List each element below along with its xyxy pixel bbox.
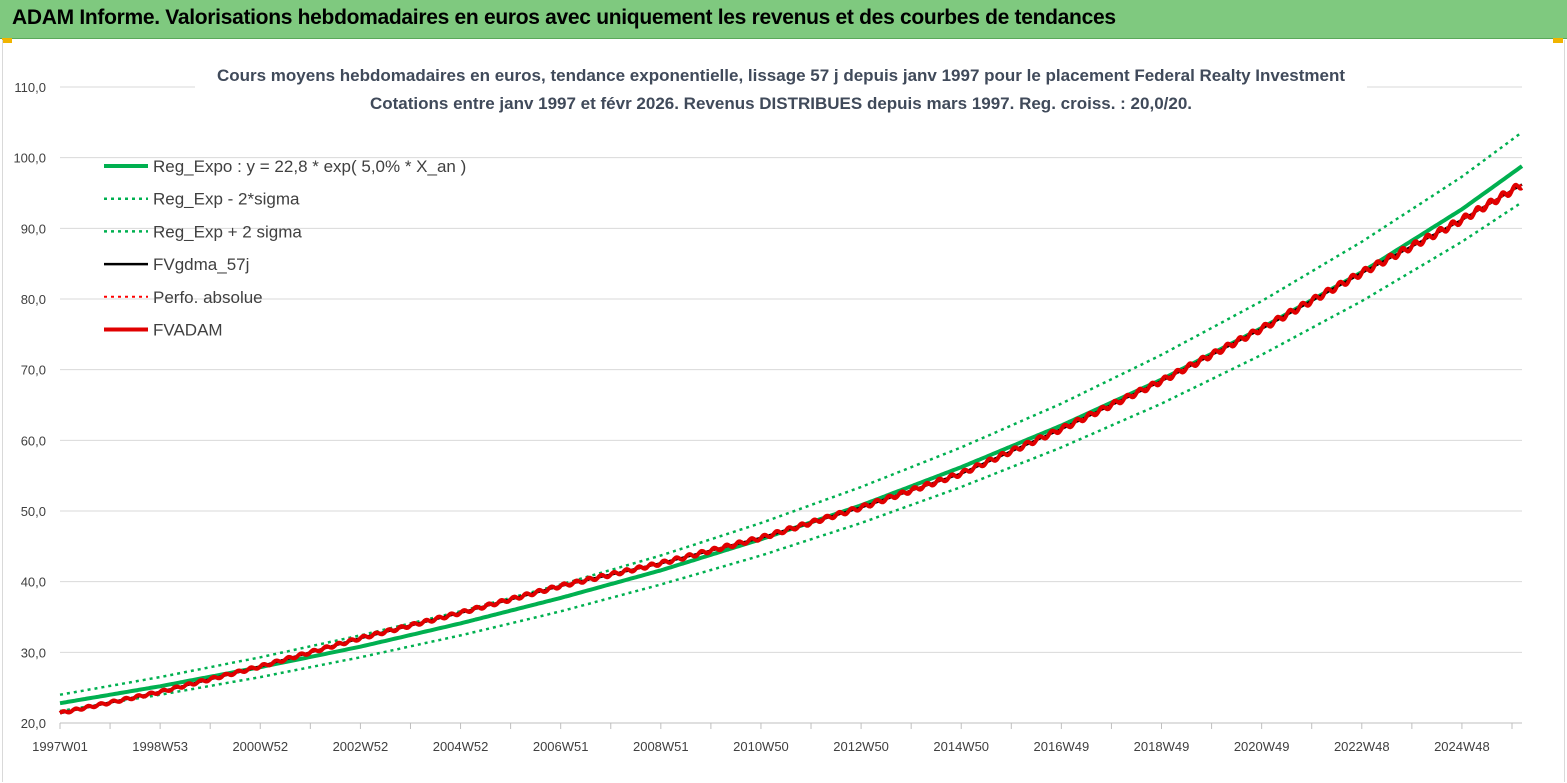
y-tick-label: 50,0 bbox=[21, 504, 46, 519]
grid-layer bbox=[59, 86, 1522, 729]
y-tick-label: 90,0 bbox=[21, 221, 46, 236]
legend-label-3: FVgdma_57j bbox=[153, 255, 249, 274]
series-line-1 bbox=[59, 201, 1523, 713]
legend-label-4: Perfo. absolue bbox=[153, 288, 263, 307]
legend-label-2: Reg_Exp + 2 sigma bbox=[153, 222, 302, 241]
series-line-2 bbox=[59, 131, 1523, 696]
x-tick-labels: 1997W01 1998W53 2000W52 2002W52 2004W52 2006W… bbox=[32, 739, 1490, 754]
y-tick-label: 60,0 bbox=[21, 433, 46, 448]
title-backdrop bbox=[195, 61, 1367, 121]
series-line-0 bbox=[59, 164, 1524, 706]
y-tick-label: 20,0 bbox=[21, 716, 46, 731]
corner-mark-left bbox=[2, 38, 12, 43]
y-tick-label: 70,0 bbox=[21, 363, 46, 378]
series-line-4 bbox=[59, 183, 1523, 715]
y-tick-label: 100,0 bbox=[13, 151, 46, 166]
x-tick-label: 2024W48 bbox=[1434, 739, 1490, 754]
x-tick-label: 2022W48 bbox=[1334, 739, 1390, 754]
legend-label-1: Reg_Exp - 2*sigma bbox=[153, 190, 300, 209]
x-tick-label: 2016W49 bbox=[1034, 739, 1090, 754]
x-tick-label: 2012W50 bbox=[833, 739, 889, 754]
series-line-5 bbox=[58, 182, 1524, 715]
legend-label-5: FVADAM bbox=[153, 321, 223, 340]
series-line-3 bbox=[59, 183, 1523, 715]
x-tick-label: 2014W50 bbox=[933, 739, 989, 754]
series-layer bbox=[58, 131, 1524, 715]
page-title: ADAM Informe. Valorisations hebdomadaire… bbox=[12, 6, 1116, 29]
chart-subtitle: Cotations entre janv 1997 et févr 2026. … bbox=[370, 94, 1192, 113]
y-tick-label: 80,0 bbox=[21, 292, 46, 307]
x-tick-label: 1997W01 bbox=[32, 739, 88, 754]
legend: Reg_Expo : y = 22,8 * exp( 5,0% * X_an )… bbox=[104, 157, 466, 340]
x-tick-label: 2002W52 bbox=[333, 739, 389, 754]
y-tick-label: 40,0 bbox=[21, 575, 46, 590]
chart-frame bbox=[2, 40, 1565, 782]
x-tick-label: 2020W49 bbox=[1234, 739, 1290, 754]
x-tick-label: 2018W49 bbox=[1134, 739, 1190, 754]
header-bar: ADAM Informe. Valorisations hebdomadaire… bbox=[0, 0, 1567, 39]
y-tick-label: 110,0 bbox=[14, 80, 46, 95]
x-tick-label: 2000W52 bbox=[232, 739, 288, 754]
x-tick-label: 2004W52 bbox=[433, 739, 489, 754]
y-tick-labels: 20,0 30,0 40,0 50,0 60,0 70,0 80,0 90,0 100,0 110… bbox=[13, 80, 46, 731]
x-tick-label: 2008W51 bbox=[633, 739, 689, 754]
corner-mark-right bbox=[1553, 38, 1563, 43]
x-tick-label: 2006W51 bbox=[533, 739, 589, 754]
y-tick-label: 30,0 bbox=[21, 645, 46, 660]
x-tick-label: 2010W50 bbox=[733, 739, 789, 754]
chart-title: Cours moyens hebdomadaires en euros, ten… bbox=[217, 66, 1345, 85]
legend-label-0: Reg_Expo : y = 22,8 * exp( 5,0% * X_an ) bbox=[153, 157, 466, 176]
x-tick-label: 1998W53 bbox=[132, 739, 188, 754]
